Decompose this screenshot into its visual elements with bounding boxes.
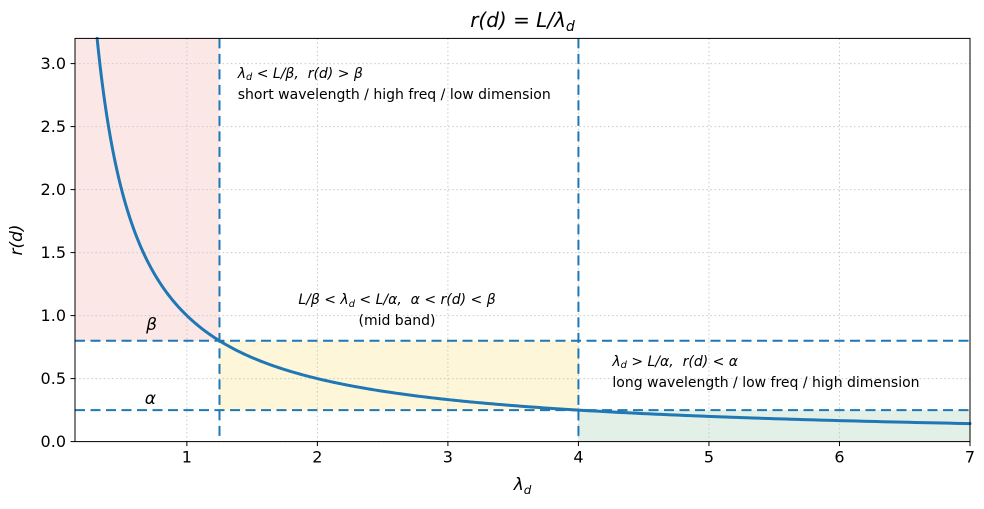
- chart-title: r(d) = L/λd: [470, 8, 575, 35]
- y-tick-label-2.5: 2.5: [41, 117, 66, 136]
- x-tick-label-2: 2: [312, 448, 322, 467]
- x-tick-label-5: 5: [704, 448, 714, 467]
- curve-r-equals-L-over-lambda: [95, 36, 972, 426]
- x-axis-label: λd: [513, 475, 532, 497]
- y-tick-label-1.5: 1.5: [41, 243, 66, 262]
- short-wavelength-region: [75, 38, 220, 341]
- x-tick-label-1: 1: [182, 448, 192, 467]
- y-tick-label-0.5: 0.5: [41, 369, 66, 388]
- y-tick-label-2.0: 2.0: [41, 180, 66, 199]
- plot-border: [74, 37, 971, 443]
- mid-band-region: [219, 340, 579, 411]
- y-tick-label-0.0: 0.0: [41, 432, 66, 451]
- x-tick-label-6: 6: [834, 448, 844, 467]
- x-tick-label-7: 7: [965, 448, 975, 467]
- x-tick-label-4: 4: [573, 448, 583, 467]
- y-axis-label: r(d): [7, 224, 27, 255]
- y-tick-label-1.0: 1.0: [41, 306, 66, 325]
- long-wavelength-region: [578, 410, 970, 442]
- y-tick-label-3.0: 3.0: [41, 54, 66, 73]
- x-tick-label-3: 3: [443, 448, 453, 467]
